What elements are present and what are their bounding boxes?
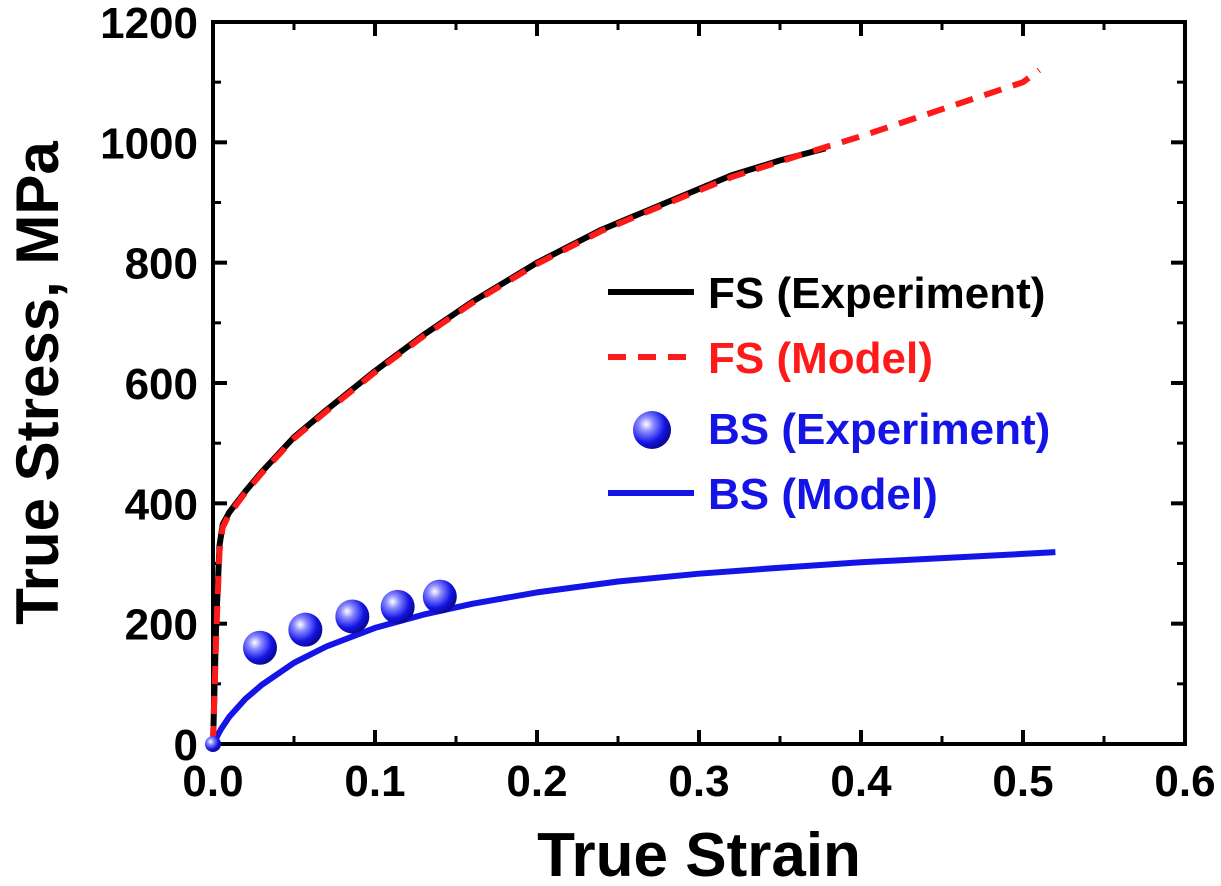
x-tick-label: 0.6 bbox=[1154, 757, 1215, 806]
bs-experiment-point bbox=[242, 630, 277, 665]
bs-experiment-point bbox=[288, 612, 323, 647]
legend-label-fs-model: FS (Model) bbox=[708, 334, 933, 383]
x-tick-label: 0.4 bbox=[830, 757, 892, 806]
bs-experiment-point bbox=[380, 589, 415, 624]
x-tick-label: 0.2 bbox=[506, 757, 567, 806]
axis-ticks: 0.0 0.1 0.2 0.3 0.4 0.5 0.6 0 200 400 600 800 1000 12… bbox=[100, 0, 1215, 806]
y-tick-label: 400 bbox=[125, 480, 198, 529]
x-tick-label: 0.3 bbox=[668, 757, 729, 806]
x-tick-label: 0.1 bbox=[344, 757, 405, 806]
legend-label-bs-experiment: BS (Experiment) bbox=[708, 405, 1050, 454]
x-tick-label: 0.5 bbox=[992, 757, 1053, 806]
y-tick-label: 1000 bbox=[100, 119, 198, 168]
fs-model-line bbox=[210, 67, 1041, 745]
y-tick-label: 800 bbox=[125, 240, 198, 289]
legend-swatch-bs-experiment bbox=[633, 411, 671, 449]
y-tick-label: 200 bbox=[125, 601, 198, 650]
bs-experiment-point bbox=[335, 599, 370, 634]
legend: FS (Experiment) FS (Model) BS (Experiment)… bbox=[608, 269, 1050, 519]
y-tick-label: 0 bbox=[174, 721, 198, 770]
y-axis-title: True Stress, MPa bbox=[4, 141, 71, 625]
bs-experiment-point bbox=[205, 736, 221, 752]
legend-label-bs-model: BS (Model) bbox=[708, 470, 938, 519]
x-axis-title: True Strain bbox=[537, 821, 861, 886]
legend-label-fs-experiment: FS (Experiment) bbox=[708, 269, 1045, 318]
bs-experiment-point bbox=[422, 579, 457, 614]
y-tick-label: 1200 bbox=[100, 0, 198, 48]
bs-model-line bbox=[210, 549, 1056, 746]
x-tick-label: 0.0 bbox=[182, 757, 243, 806]
y-tick-label: 600 bbox=[125, 360, 198, 409]
series-layer bbox=[205, 67, 1056, 752]
